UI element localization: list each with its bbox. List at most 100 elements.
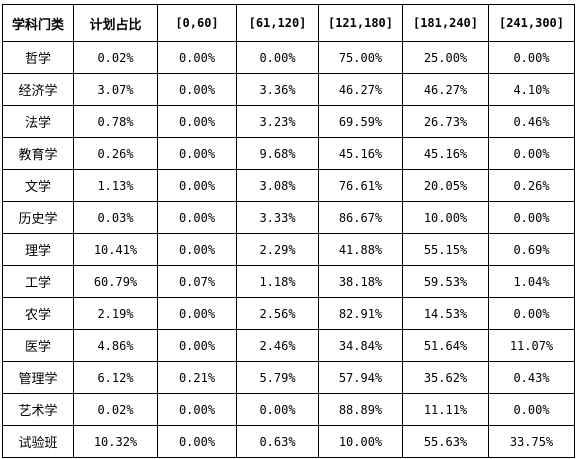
value-cell: 11.07% [488,329,575,362]
value-cell: 4.86% [73,329,158,362]
value-cell: 6.12% [73,361,158,394]
value-cell: 3.33% [236,201,319,234]
value-cell: 2.46% [236,329,319,362]
table-row: 工学 60.79% 0.07% 1.18% 38.18% 59.53% 1.04% [2,265,575,298]
value-cell: 0.00% [157,425,237,458]
value-cell: 3.08% [236,169,319,202]
column-header: [121,180] [318,4,403,42]
value-cell: 46.27% [318,73,403,106]
value-cell: 0.03% [73,201,158,234]
value-cell: 25.00% [402,41,489,74]
value-cell: 0.26% [488,169,575,202]
value-cell: 0.00% [157,393,237,426]
discipline-cell: 医学 [2,329,74,362]
value-cell: 4.10% [488,73,575,106]
value-cell: 0.43% [488,361,575,394]
value-cell: 2.29% [236,233,319,266]
value-cell: 10.00% [318,425,403,458]
value-cell: 26.73% [402,105,489,138]
value-cell: 3.23% [236,105,319,138]
value-cell: 20.05% [402,169,489,202]
value-cell: 11.11% [402,393,489,426]
table-row: 试验班 10.32% 0.00% 0.63% 10.00% 55.63% 33.75% [2,425,575,458]
value-cell: 0.00% [236,393,319,426]
column-header: [181,240] [402,4,489,42]
value-cell: 0.00% [157,137,237,170]
value-cell: 0.00% [236,41,319,74]
value-cell: 60.79% [73,265,158,298]
column-header: [241,300] [488,4,575,42]
discipline-cell: 艺术学 [2,393,74,426]
value-cell: 0.00% [157,297,237,330]
value-cell: 0.78% [73,105,158,138]
value-cell: 33.75% [488,425,575,458]
value-cell: 34.84% [318,329,403,362]
table-body: 哲学 0.02% 0.00% 0.00% 75.00% 25.00% 0.00% 经济学 3.0… [2,41,575,458]
value-cell: 69.59% [318,105,403,138]
column-header: 学科门类 [2,4,74,42]
value-cell: 0.00% [488,297,575,330]
discipline-cell: 文学 [2,169,74,202]
value-cell: 45.16% [402,137,489,170]
value-cell: 0.00% [488,201,575,234]
value-cell: 0.02% [73,393,158,426]
column-header: 计划占比 [73,4,158,42]
table-row: 医学 4.86% 0.00% 2.46% 34.84% 51.64% 11.07% [2,329,575,362]
header-row: 学科门类 计划占比 [0,60] [61,120] [121,180] [181,240]… [2,4,575,42]
value-cell: 86.67% [318,201,403,234]
table-row: 教育学 0.26% 0.00% 9.68% 45.16% 45.16% 0.00% [2,137,575,170]
value-cell: 45.16% [318,137,403,170]
value-cell: 3.07% [73,73,158,106]
value-cell: 55.15% [402,233,489,266]
value-cell: 88.89% [318,393,403,426]
table-row: 经济学 3.07% 0.00% 3.36% 46.27% 46.27% 4.10% [2,73,575,106]
table-row: 理学 10.41% 0.00% 2.29% 41.88% 55.15% 0.69% [2,233,575,266]
value-cell: 5.79% [236,361,319,394]
value-cell: 10.41% [73,233,158,266]
value-cell: 75.00% [318,41,403,74]
value-cell: 0.00% [488,41,575,74]
value-cell: 0.00% [157,41,237,74]
value-cell: 41.88% [318,233,403,266]
value-cell: 38.18% [318,265,403,298]
value-cell: 51.64% [402,329,489,362]
value-cell: 9.68% [236,137,319,170]
table-row: 农学 2.19% 0.00% 2.56% 82.91% 14.53% 0.00% [2,297,575,330]
data-table: 学科门类 计划占比 [0,60] [61,120] [121,180] [181,240]… [2,4,575,458]
discipline-cell: 农学 [2,297,74,330]
value-cell: 0.00% [488,137,575,170]
value-cell: 82.91% [318,297,403,330]
value-cell: 46.27% [402,73,489,106]
table-row: 哲学 0.02% 0.00% 0.00% 75.00% 25.00% 0.00% [2,41,575,74]
value-cell: 0.00% [157,201,237,234]
value-cell: 0.00% [157,105,237,138]
discipline-cell: 工学 [2,265,74,298]
value-cell: 76.61% [318,169,403,202]
value-cell: 1.04% [488,265,575,298]
table-row: 管理学 6.12% 0.21% 5.79% 57.94% 35.62% 0.43% [2,361,575,394]
value-cell: 2.56% [236,297,319,330]
table-row: 历史学 0.03% 0.00% 3.33% 86.67% 10.00% 0.00% [2,201,575,234]
value-cell: 35.62% [402,361,489,394]
table-row: 法学 0.78% 0.00% 3.23% 69.59% 26.73% 0.46% [2,105,575,138]
value-cell: 0.26% [73,137,158,170]
table-row: 文学 1.13% 0.00% 3.08% 76.61% 20.05% 0.26% [2,169,575,202]
value-cell: 0.02% [73,41,158,74]
value-cell: 2.19% [73,297,158,330]
value-cell: 10.32% [73,425,158,458]
value-cell: 57.94% [318,361,403,394]
value-cell: 3.36% [236,73,319,106]
value-cell: 0.00% [157,169,237,202]
discipline-cell: 管理学 [2,361,74,394]
discipline-cell: 历史学 [2,201,74,234]
value-cell: 0.21% [157,361,237,394]
value-cell: 1.18% [236,265,319,298]
value-cell: 0.00% [157,73,237,106]
table-row: 艺术学 0.02% 0.00% 0.00% 88.89% 11.11% 0.00% [2,393,575,426]
discipline-cell: 理学 [2,233,74,266]
discipline-cell: 哲学 [2,41,74,74]
value-cell: 0.00% [157,329,237,362]
value-cell: 14.53% [402,297,489,330]
value-cell: 0.63% [236,425,319,458]
discipline-cell: 法学 [2,105,74,138]
